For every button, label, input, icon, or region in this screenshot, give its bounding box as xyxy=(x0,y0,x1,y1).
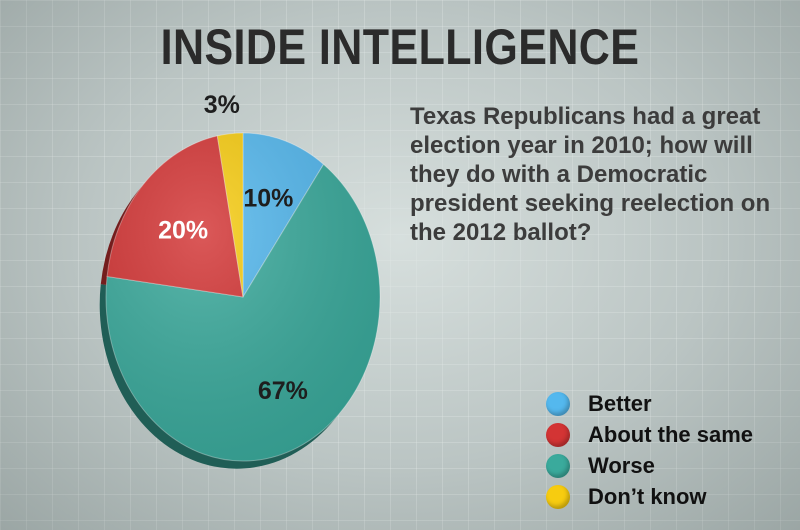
data-label-about-the-same: 20% xyxy=(158,217,208,245)
pie-gloss xyxy=(106,133,380,461)
data-label-don-t-know: 3% xyxy=(204,91,240,119)
legend-swatch-better xyxy=(546,391,570,416)
legend-label-better: Better xyxy=(588,390,652,416)
legend-item-worse: Worse xyxy=(546,450,753,481)
legend-swatch-worse xyxy=(546,453,570,478)
legend-label-about-the-same: About the same xyxy=(588,421,754,447)
legend-item-about-the-same: About the same xyxy=(546,419,753,450)
page-title: INSIDE INTELLIGENCE xyxy=(160,19,640,75)
data-label-worse: 67% xyxy=(258,377,308,405)
legend-label-worse: Worse xyxy=(588,452,655,478)
legend-item-dont-know: Don’t know xyxy=(546,481,753,512)
question-text: Texas Republicans had a great election y… xyxy=(410,103,771,246)
data-label-better: 10% xyxy=(243,184,293,212)
legend-label-dont-know: Don’t know xyxy=(588,483,707,509)
legend-item-better: Better xyxy=(546,388,753,419)
legend-swatch-dont-know xyxy=(546,484,570,509)
legend: Better About the same Worse Don’t know xyxy=(546,388,753,512)
legend-swatch-about-the-same xyxy=(546,422,570,447)
